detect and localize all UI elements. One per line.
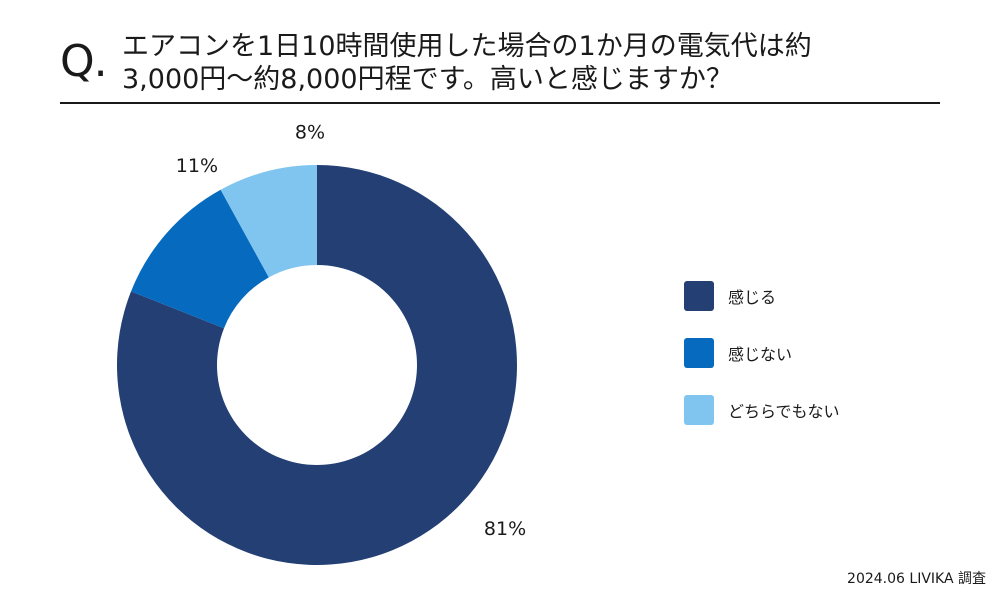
slice-kanjinai — [131, 189, 269, 329]
source-note: 2024.06 LIVIKA 調査 — [847, 571, 986, 587]
question-line-1: エアコンを1日10時間使用した場合の1か月の電気代は約 — [122, 31, 812, 62]
question-mark: Q. — [60, 36, 108, 87]
legend-item-kanjinai: 感じない — [684, 337, 840, 369]
data-label-dochiramodenai: 8% — [295, 122, 325, 144]
title-divider — [60, 102, 940, 104]
question-line-2: 3,000円～約8,000円程です。高いと感じますか？ — [122, 64, 733, 95]
chart-legend: 感じる 感じない どちらでもない — [684, 280, 840, 451]
legend-item-kanjiru: 感じる — [684, 280, 840, 312]
slice-kanjiru — [117, 165, 518, 565]
legend-item-dochiramodenai: どちらでもない — [684, 394, 840, 426]
legend-label-dochiramodenai: どちらでもない — [728, 402, 840, 421]
slice-dochiramodenai — [220, 165, 317, 278]
question-text: エアコンを1日10時間使用した場合の1か月の電気代は約 3,000円～約8,00… — [122, 30, 942, 96]
legend-swatch-dochiramodenai — [684, 395, 714, 425]
legend-swatch-kanjinai — [684, 338, 714, 368]
data-label-kanjiru: 81% — [484, 518, 526, 540]
legend-label-kanjinai: 感じない — [728, 345, 793, 364]
legend-label-kanjiru: 感じる — [728, 288, 777, 307]
data-label-kanjinai: 11% — [176, 155, 218, 177]
legend-swatch-kanjiru — [684, 281, 714, 311]
